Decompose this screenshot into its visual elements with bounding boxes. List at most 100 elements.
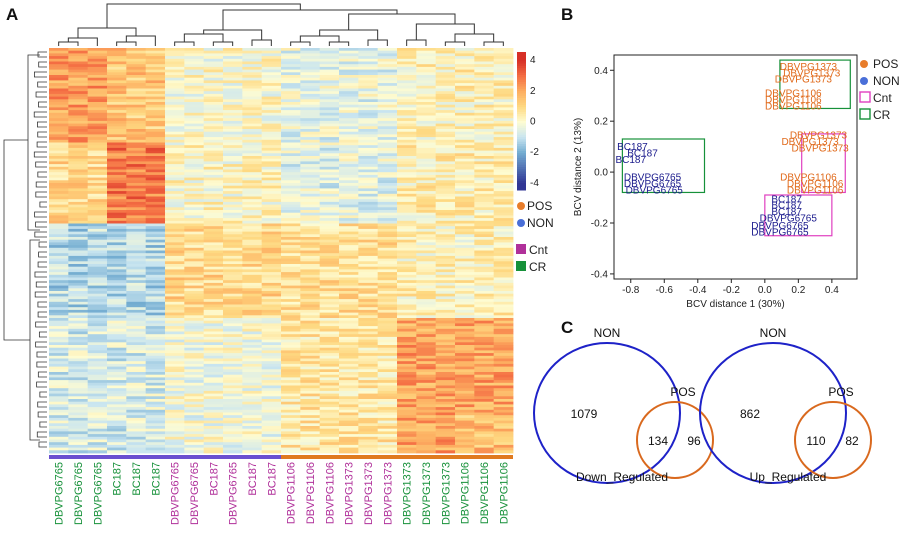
heatmap-cell	[281, 139, 301, 143]
heatmap-cell	[339, 439, 359, 443]
heatmap-cell	[281, 156, 301, 160]
heatmap-cell	[68, 201, 89, 205]
heatmap-cell	[474, 234, 495, 238]
heatmap-cell	[435, 237, 456, 241]
heatmap-cell	[87, 226, 108, 230]
heatmap-cell	[184, 299, 205, 303]
heatmap-cell	[358, 58, 379, 62]
heatmap-cell	[358, 118, 379, 122]
heatmap-cell	[377, 183, 398, 187]
heatmap-cell	[300, 196, 321, 200]
heatmap-cell	[223, 255, 243, 259]
heatmap-cell	[87, 382, 108, 386]
heatmap-cell	[87, 255, 108, 259]
heatmap-cell	[261, 118, 282, 122]
heatmap-cell	[184, 342, 205, 346]
heatmap-cell	[474, 212, 495, 216]
heatmap-cell	[435, 115, 456, 119]
heatmap-cell	[223, 380, 243, 384]
heatmap-cell	[455, 153, 475, 157]
heatmap-cell	[416, 442, 437, 446]
heatmap-cell	[126, 328, 147, 332]
heatmap-cell	[281, 239, 301, 243]
heatmap-cell	[493, 447, 514, 451]
heatmap-cell	[145, 396, 166, 400]
heatmap-cell	[377, 145, 398, 149]
column-dendrogram	[58, 3, 504, 46]
heatmap-cell	[68, 231, 89, 235]
heatmap-cell	[126, 99, 147, 103]
heatmap-cell	[49, 53, 69, 57]
heatmap-cell	[300, 420, 321, 424]
heatmap-cell	[377, 258, 398, 262]
heatmap-cell	[377, 191, 398, 195]
heatmap-cell	[339, 315, 359, 319]
heatmap-cell	[377, 291, 398, 295]
heatmap-cell	[87, 342, 108, 346]
heatmap-cell	[126, 374, 147, 378]
heatmap-cell	[107, 396, 127, 400]
heatmap-cell	[358, 385, 379, 389]
heatmap-cell	[455, 123, 475, 127]
heatmap-cell	[416, 328, 437, 332]
heatmap-cell	[165, 234, 185, 238]
heatmap-cell	[397, 280, 417, 284]
heatmap-cell	[49, 196, 69, 200]
heatmap-cell	[165, 342, 185, 346]
dendrogram-link	[58, 41, 79, 46]
heatmap-cell	[184, 226, 205, 230]
heatmap-cell	[126, 185, 147, 189]
heatmap-cell	[416, 174, 437, 178]
heatmap-cell	[145, 409, 166, 413]
heatmap-cell	[300, 220, 321, 224]
heatmap-cell	[242, 239, 263, 243]
heatmap-cell	[87, 161, 108, 165]
heatmap-cell	[87, 258, 108, 262]
heatmap-cell	[281, 164, 301, 168]
colorbar-segment	[517, 56, 526, 60]
heatmap-cell	[68, 450, 89, 454]
heatmap-cell	[493, 237, 514, 241]
heatmap-cell	[416, 382, 437, 386]
heatmap-cell	[319, 66, 340, 70]
heatmap-cell	[358, 431, 379, 435]
heatmap-cell	[165, 423, 185, 427]
heatmap-cell	[145, 342, 166, 346]
heatmap-cell	[455, 420, 475, 424]
heatmap-cell	[184, 93, 205, 97]
heatmap-cell	[377, 226, 398, 230]
heatmap-cell	[49, 385, 69, 389]
heatmap-cell	[203, 72, 224, 76]
heatmap-cell	[68, 320, 89, 324]
heatmap-cell	[87, 409, 108, 413]
heatmap-cell	[319, 69, 340, 73]
heatmap-cell	[126, 153, 147, 157]
venn-caption: Up_Regulated	[750, 470, 827, 484]
heatmap-cell	[319, 120, 340, 124]
heatmap-cell	[416, 115, 437, 119]
heatmap-cell	[339, 234, 359, 238]
heatmap-cell	[397, 226, 417, 230]
heatmap-cell	[68, 269, 89, 273]
heatmap-cell	[416, 139, 437, 143]
heatmap-cell	[184, 439, 205, 443]
heatmap-cell	[358, 296, 379, 300]
heatmap-cell	[145, 228, 166, 232]
heatmap-cell	[435, 299, 456, 303]
heatmap-cell	[377, 307, 398, 311]
heatmap-cell	[300, 134, 321, 138]
heatmap-cell	[242, 185, 263, 189]
heatmap-cell	[319, 328, 340, 332]
heatmap-cell	[107, 50, 127, 54]
heatmap-cell	[165, 366, 185, 370]
heatmap-cell	[493, 282, 514, 286]
heatmap-cell	[474, 188, 495, 192]
heatmap-cell	[435, 436, 456, 440]
heatmap-cell	[242, 336, 263, 340]
heatmap-cell	[493, 110, 514, 114]
heatmap-cell	[300, 342, 321, 346]
heatmap-cell	[145, 363, 166, 367]
heatmap-cell	[184, 320, 205, 324]
heatmap-cell	[474, 307, 495, 311]
heatmap-cell	[358, 226, 379, 230]
